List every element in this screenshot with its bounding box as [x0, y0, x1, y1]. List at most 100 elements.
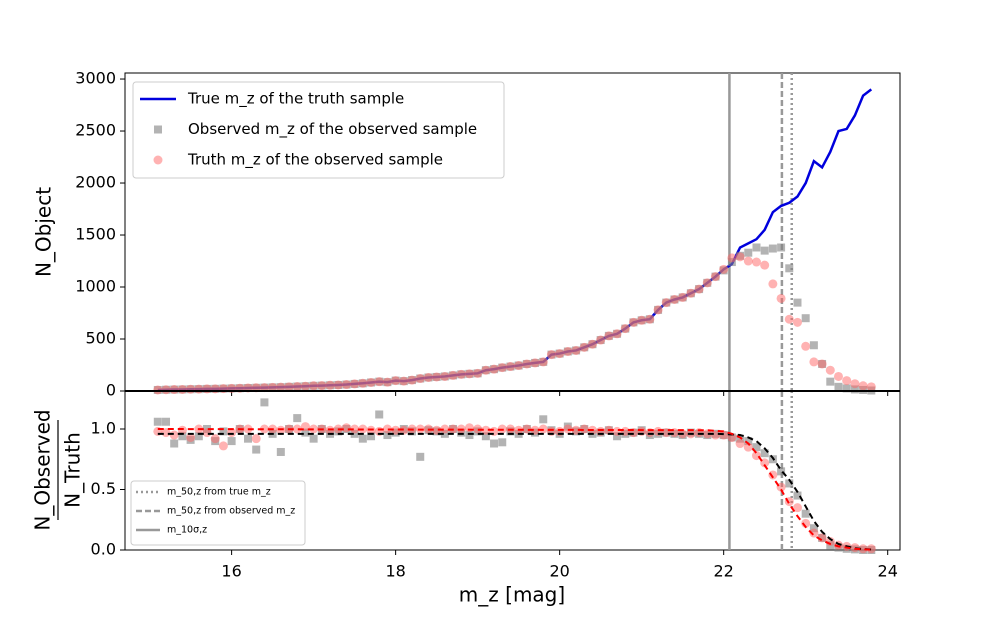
- circle-marker: [669, 294, 679, 304]
- circle-marker: [161, 385, 171, 395]
- square-marker: [350, 429, 359, 438]
- square-marker: [793, 298, 802, 307]
- circle-marker: [530, 425, 540, 435]
- square-marker: [801, 509, 810, 518]
- circle-marker: [833, 371, 843, 381]
- circle-marker: [202, 384, 212, 394]
- circle-marker: [177, 384, 187, 394]
- circle-marker: [719, 264, 729, 274]
- circle-marker: [333, 380, 343, 390]
- legend-symbol: [153, 155, 163, 165]
- circle-marker: [760, 260, 770, 270]
- circle-marker: [153, 385, 163, 395]
- legend-label: Observed m_z of the observed sample: [188, 120, 477, 139]
- legend-box: [132, 81, 505, 179]
- circle-marker: [366, 377, 376, 387]
- circle-marker: [464, 369, 474, 379]
- square-marker: [416, 452, 425, 461]
- square-marker: [850, 385, 859, 394]
- circle-marker: [259, 383, 269, 393]
- y-axis-label-denominator: N_Truth: [61, 432, 85, 508]
- circle-marker: [456, 369, 466, 379]
- circle-marker: [735, 252, 745, 262]
- circle-marker: [341, 380, 351, 390]
- circle-marker: [391, 376, 401, 386]
- circle-marker: [522, 359, 532, 369]
- square-marker: [834, 382, 843, 391]
- square-marker: [752, 243, 761, 252]
- circle-marker: [801, 341, 811, 351]
- square-marker: [465, 431, 474, 440]
- y-axis-label-numerator: N_Observed: [31, 409, 55, 530]
- square-marker: [539, 415, 548, 424]
- legend-box: [130, 480, 306, 546]
- circle-marker: [432, 425, 442, 435]
- circle-marker: [169, 385, 179, 395]
- x-tick-label: 22: [713, 562, 733, 581]
- circle-marker: [505, 362, 515, 372]
- square-marker: [793, 491, 802, 500]
- circle-marker: [350, 379, 360, 389]
- circle-marker: [661, 298, 671, 308]
- y-tick-label: 3000: [75, 69, 116, 88]
- circle-marker: [325, 380, 335, 390]
- circle-marker: [473, 368, 483, 378]
- square-marker: [260, 398, 269, 407]
- circle-marker: [464, 423, 474, 433]
- circle-marker: [842, 376, 852, 386]
- square-marker: [358, 434, 367, 443]
- square-marker: [481, 432, 490, 441]
- circle-marker: [546, 350, 556, 360]
- square-marker: [219, 427, 228, 436]
- circle-marker: [259, 424, 269, 434]
- circle-marker: [579, 342, 589, 352]
- square-marker: [809, 341, 818, 350]
- circle-marker: [268, 382, 278, 392]
- circle-marker: [481, 365, 491, 375]
- y-tick-label: 0.5: [91, 479, 116, 498]
- circle-marker: [620, 324, 630, 334]
- circle-marker: [727, 253, 737, 263]
- square-marker: [309, 434, 318, 443]
- circle-marker: [596, 335, 606, 345]
- square-marker: [178, 432, 187, 441]
- circle-marker: [776, 293, 786, 303]
- circle-marker: [473, 424, 483, 434]
- circle-marker: [440, 371, 450, 381]
- circle-marker: [858, 381, 868, 391]
- circle-marker: [251, 434, 261, 444]
- square-marker: [301, 428, 310, 437]
- square-marker: [760, 449, 769, 458]
- circle-marker: [710, 430, 720, 440]
- circle-marker: [440, 424, 450, 434]
- square-marker: [194, 432, 203, 441]
- square-marker: [760, 246, 769, 255]
- square-marker: [162, 417, 171, 426]
- circle-marker: [587, 339, 597, 349]
- circle-marker: [530, 358, 540, 368]
- circle-marker: [604, 331, 614, 341]
- legend-label: m_50,z from observed m_z: [167, 506, 295, 517]
- circle-marker: [481, 425, 491, 435]
- circle-marker: [341, 423, 351, 433]
- square-marker: [244, 434, 253, 443]
- square-marker: [153, 417, 162, 426]
- legend-label: True m_z of the truth sample: [187, 90, 404, 109]
- circle-marker: [637, 315, 647, 325]
- circle-marker: [407, 375, 417, 385]
- circle-marker: [866, 382, 876, 392]
- legend-label: m_50,z from true m_z: [167, 487, 271, 498]
- square-marker: [375, 410, 384, 419]
- circle-marker: [292, 424, 302, 434]
- circle-marker: [751, 257, 761, 267]
- square-marker: [752, 443, 761, 452]
- circle-marker: [555, 349, 565, 359]
- square-marker: [293, 414, 302, 423]
- square-marker: [785, 264, 794, 273]
- circle-marker: [497, 363, 507, 373]
- circle-marker: [702, 278, 712, 288]
- y-tick-label: 1000: [75, 277, 116, 296]
- circle-marker: [571, 425, 581, 435]
- y-tick-label: 2000: [75, 173, 116, 192]
